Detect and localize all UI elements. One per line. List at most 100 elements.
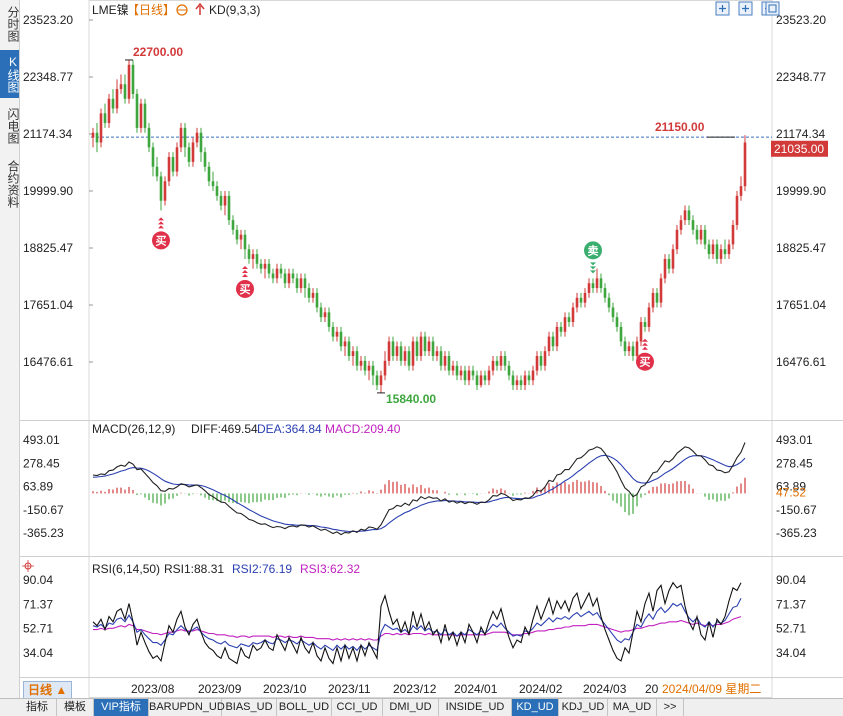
tab-contract-info[interactable]: 合约资料: [6, 160, 20, 208]
candle-body: [415, 341, 419, 357]
candle-body: [383, 360, 387, 376]
price-axis-right-label: 18825.47: [776, 241, 826, 255]
bottom-tab-ma-ud[interactable]: MA_UD: [608, 699, 657, 716]
candle-body: [423, 336, 427, 352]
candle-body: [203, 152, 207, 167]
tab-kline[interactable]: K线图: [0, 50, 20, 98]
price-axis-left-label: 19999.90: [23, 184, 73, 198]
candle-body: [199, 132, 203, 153]
buy-signal: 买: [636, 338, 654, 371]
macd-dea-value: DEA:364.84: [257, 422, 322, 436]
candle-body: [323, 312, 327, 318]
candle-body: [611, 307, 615, 318]
bottom-tab-vip[interactable]: VIP指标: [94, 699, 149, 716]
buy-signal: 买: [152, 217, 170, 250]
fullscreen-icon[interactable]: [765, 1, 780, 16]
candle-body: [139, 103, 143, 128]
candle-body: [663, 258, 667, 279]
rsi1-value: RSI1:88.31: [164, 562, 224, 576]
candle-body: [503, 356, 507, 366]
bottom-tab-inside-ud[interactable]: INSIDE_UD: [439, 699, 512, 716]
rsi-axis-left-label: 34.04: [23, 646, 53, 660]
bottom-tab-more[interactable]: >>: [657, 699, 684, 716]
bottom-tab-bias-ud[interactable]: BIAS_UD: [222, 699, 277, 716]
candle-body: [703, 229, 707, 245]
crosshair-icon[interactable]: [22, 560, 34, 572]
sell-badge: [584, 241, 602, 260]
candle-body: [431, 341, 435, 357]
bottom-tab-kdj-ud[interactable]: KDJ_UD: [559, 699, 608, 716]
candle-body: [171, 157, 175, 172]
bottom-tab-cci-ud[interactable]: CCI_UD: [332, 699, 383, 716]
macd-axis-left-label: -365.23: [23, 526, 64, 540]
period-selector[interactable]: 日线 ▲: [23, 681, 73, 699]
candle-body: [499, 356, 503, 366]
candle-body: [719, 249, 723, 259]
move-icon-glyph: [719, 5, 726, 12]
candle-body: [251, 254, 255, 259]
buy-arrow: [158, 217, 164, 221]
candle-body: [507, 365, 511, 376]
candle-body: [539, 356, 543, 366]
candle-body: [667, 258, 671, 269]
bottom-tab-template[interactable]: 模板: [57, 699, 94, 716]
candle-body: [95, 132, 99, 143]
candle-body: [627, 346, 631, 352]
candle-body: [403, 351, 407, 361]
current-price-box: [771, 140, 828, 157]
candle-body: [167, 157, 171, 182]
buy-badge: [152, 231, 170, 250]
candle-body: [711, 244, 715, 255]
candle-body: [111, 98, 115, 109]
candle-body: [559, 326, 563, 332]
zoom-in-icon[interactable]: [738, 1, 753, 16]
signal-label: 买: [156, 234, 167, 247]
candle-body: [335, 331, 339, 337]
tab-time-sharing[interactable]: 分时图: [6, 6, 20, 42]
candle-body: [687, 210, 691, 221]
candle-body: [207, 166, 211, 182]
chart-area[interactable]: LME镍 【日线】 KD(9,3,3) MACD(26,12,9) DIFF:4…: [19, 0, 843, 698]
candle-body: [179, 127, 183, 148]
rsi-panel: 90.04 90.04 71.37 71.37 52.71 52.71 34.04 34.04…: [23, 573, 806, 696]
candle-body: [239, 234, 243, 240]
window-controls: [715, 1, 780, 16]
price-axis-right-label: 16476.61: [776, 355, 826, 369]
candle-body: [531, 370, 535, 381]
macd-axis-right-label: -150.67: [776, 503, 817, 517]
price-axis-left-label: 18825.47: [23, 241, 73, 255]
tab-flash-chart[interactable]: 闪电图: [6, 108, 20, 144]
signal-label: 买: [240, 283, 251, 296]
candle-body: [635, 341, 639, 357]
bottom-tab-kd-ud[interactable]: KD_UD: [512, 699, 559, 716]
bottom-tab-barupdn-ud[interactable]: BARUPDN_UD: [149, 699, 225, 716]
candle-body: [395, 346, 399, 357]
buy-arrow: [242, 265, 248, 269]
candle-body: [491, 360, 495, 371]
candle-body: [451, 365, 455, 371]
candle-body: [299, 278, 303, 289]
rsi-axis-right-label: 52.71: [776, 622, 806, 636]
settings-icon[interactable]: [176, 4, 188, 16]
candle-body: [619, 326, 623, 342]
candle-body: [535, 356, 539, 371]
arrow-up-icon[interactable]: [195, 2, 205, 15]
candle-body: [151, 147, 155, 167]
candle-body: [683, 210, 687, 221]
candle-body: [379, 375, 383, 386]
bottom-tab-dmi-ud[interactable]: DMI_UD: [383, 699, 439, 716]
recent-high-label: 21150.00: [655, 120, 705, 134]
candle-body: [671, 249, 675, 269]
bottom-tab-boll-ud[interactable]: BOLL_UD: [277, 699, 332, 716]
candle-body: [639, 322, 643, 342]
candle-body: [295, 278, 299, 289]
indicator-tab-bar: 指标 模板 VIP指标 BARUPDN_UD BIAS_UD BOLL_UD CCI_UD D…: [0, 698, 843, 716]
rsi3-value: RSI3:62.32: [300, 562, 360, 576]
candle-body: [223, 195, 227, 206]
candle-body: [411, 341, 415, 366]
bottom-tab-indicator[interactable]: 指标: [18, 699, 57, 716]
candle-body: [723, 249, 727, 255]
candle-body: [595, 278, 599, 289]
move-icon[interactable]: [715, 1, 730, 16]
candle-body: [311, 292, 315, 298]
